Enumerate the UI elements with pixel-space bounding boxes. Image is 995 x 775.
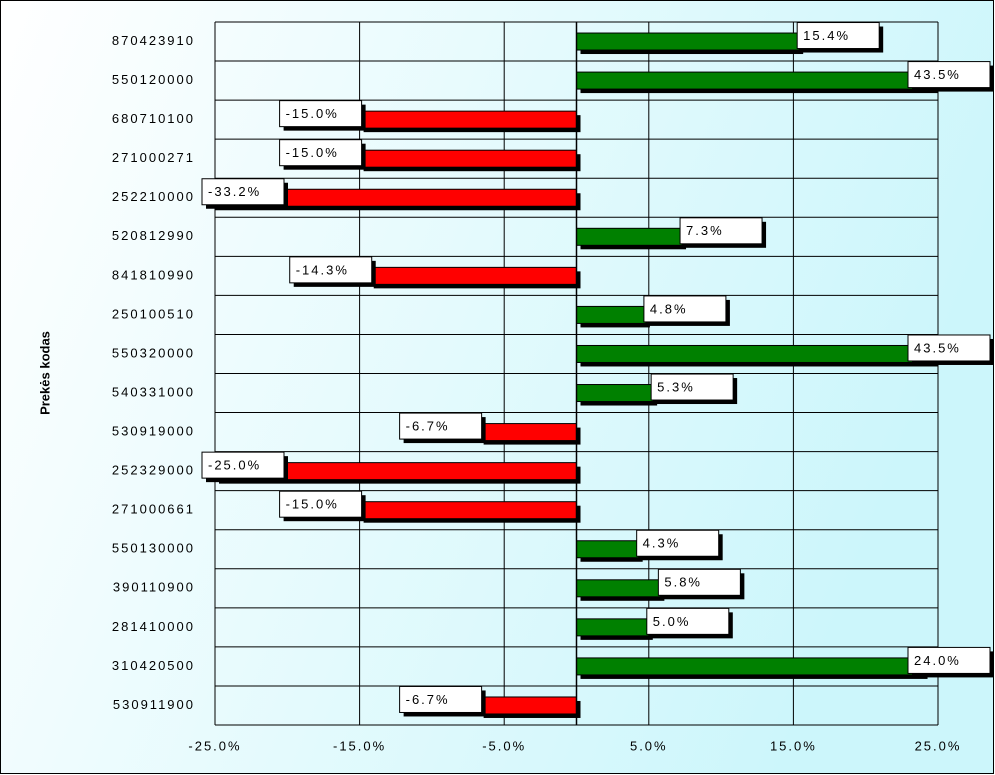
label-box (646, 607, 730, 635)
data-label: -33.2% (208, 184, 261, 199)
plot (215, 32, 938, 718)
label-box (201, 451, 285, 479)
label-box (907, 61, 991, 89)
x-tick-label: -15.0% (333, 738, 386, 753)
data-label: 15.4% (803, 28, 850, 43)
bar (369, 266, 577, 285)
bar (576, 657, 925, 676)
bar (576, 305, 647, 324)
label-box (657, 568, 741, 596)
label-box (679, 217, 763, 245)
data-label: -14.3% (296, 262, 349, 277)
data-label: -15.0% (286, 497, 339, 512)
x-tick-label: -5.0% (482, 738, 526, 753)
y-tick-label: 271000661 (112, 502, 195, 517)
x-tick-label: 5.0% (630, 738, 668, 753)
bar (359, 110, 577, 129)
data-label: -6.7% (406, 419, 450, 434)
data-label: 43.5% (914, 67, 961, 82)
bar (576, 32, 800, 51)
bar (576, 540, 640, 559)
label-box (279, 100, 363, 128)
bar (359, 149, 577, 168)
data-label: 5.8% (664, 575, 702, 590)
label-box (399, 412, 483, 440)
bar (576, 579, 661, 598)
y-tick-label: 252329000 (112, 463, 195, 478)
label-box (279, 490, 363, 518)
y-tick-label: 530911900 (113, 697, 195, 712)
data-label: 4.8% (650, 301, 688, 316)
x-tick-label: 25.0% (915, 738, 962, 753)
y-tick-label: 540331000 (112, 384, 195, 399)
y-tick-label: 390110900 (113, 580, 195, 595)
label-box (643, 295, 727, 323)
y-tick-label: 870423910 (112, 33, 195, 48)
y-axis-title: Prekės kodas (37, 331, 52, 415)
data-label: 7.3% (686, 223, 724, 238)
y-tick-label: 841810990 (112, 267, 195, 282)
label-box (636, 529, 720, 557)
label-box (399, 685, 483, 713)
y-tick-label: 530919000 (112, 424, 195, 439)
data-label: 24.0% (914, 653, 961, 668)
data-label: -25.0% (208, 458, 261, 473)
data-label: 4.3% (643, 536, 681, 551)
bar (479, 696, 578, 715)
label-box (907, 334, 991, 362)
y-tick-label: 250100510 (112, 306, 195, 321)
bar (576, 384, 654, 403)
y-tick-label: 310420500 (112, 658, 195, 673)
label-box (201, 178, 285, 206)
y-tick-label: 252210000 (112, 189, 195, 204)
label-box (289, 256, 373, 284)
label-box (650, 373, 734, 401)
y-tick-label: 281410000 (112, 619, 195, 634)
data-label: -15.0% (286, 145, 339, 160)
x-tick-label: -25.0% (188, 738, 241, 753)
bar (359, 501, 577, 520)
label-box (907, 646, 991, 674)
y-tick-label: 550120000 (112, 72, 195, 87)
bar (479, 423, 578, 442)
label-box (279, 139, 363, 167)
data-label: 43.5% (914, 340, 961, 355)
x-tick-label: 15.0% (770, 738, 817, 753)
bar (576, 618, 650, 637)
y-tick-label: 520812990 (112, 228, 195, 243)
data-label: -6.7% (406, 692, 450, 707)
y-tick-label: 550320000 (112, 345, 195, 360)
y-tick-label: 550130000 (112, 541, 195, 556)
y-tick-label: 271000271 (112, 150, 195, 165)
bar (576, 227, 683, 246)
data-label: 5.0% (653, 614, 691, 629)
y-tick-label: 680710100 (112, 111, 195, 126)
data-label: -15.0% (286, 106, 339, 121)
data-label: 5.3% (657, 379, 695, 394)
label-box (796, 22, 880, 50)
